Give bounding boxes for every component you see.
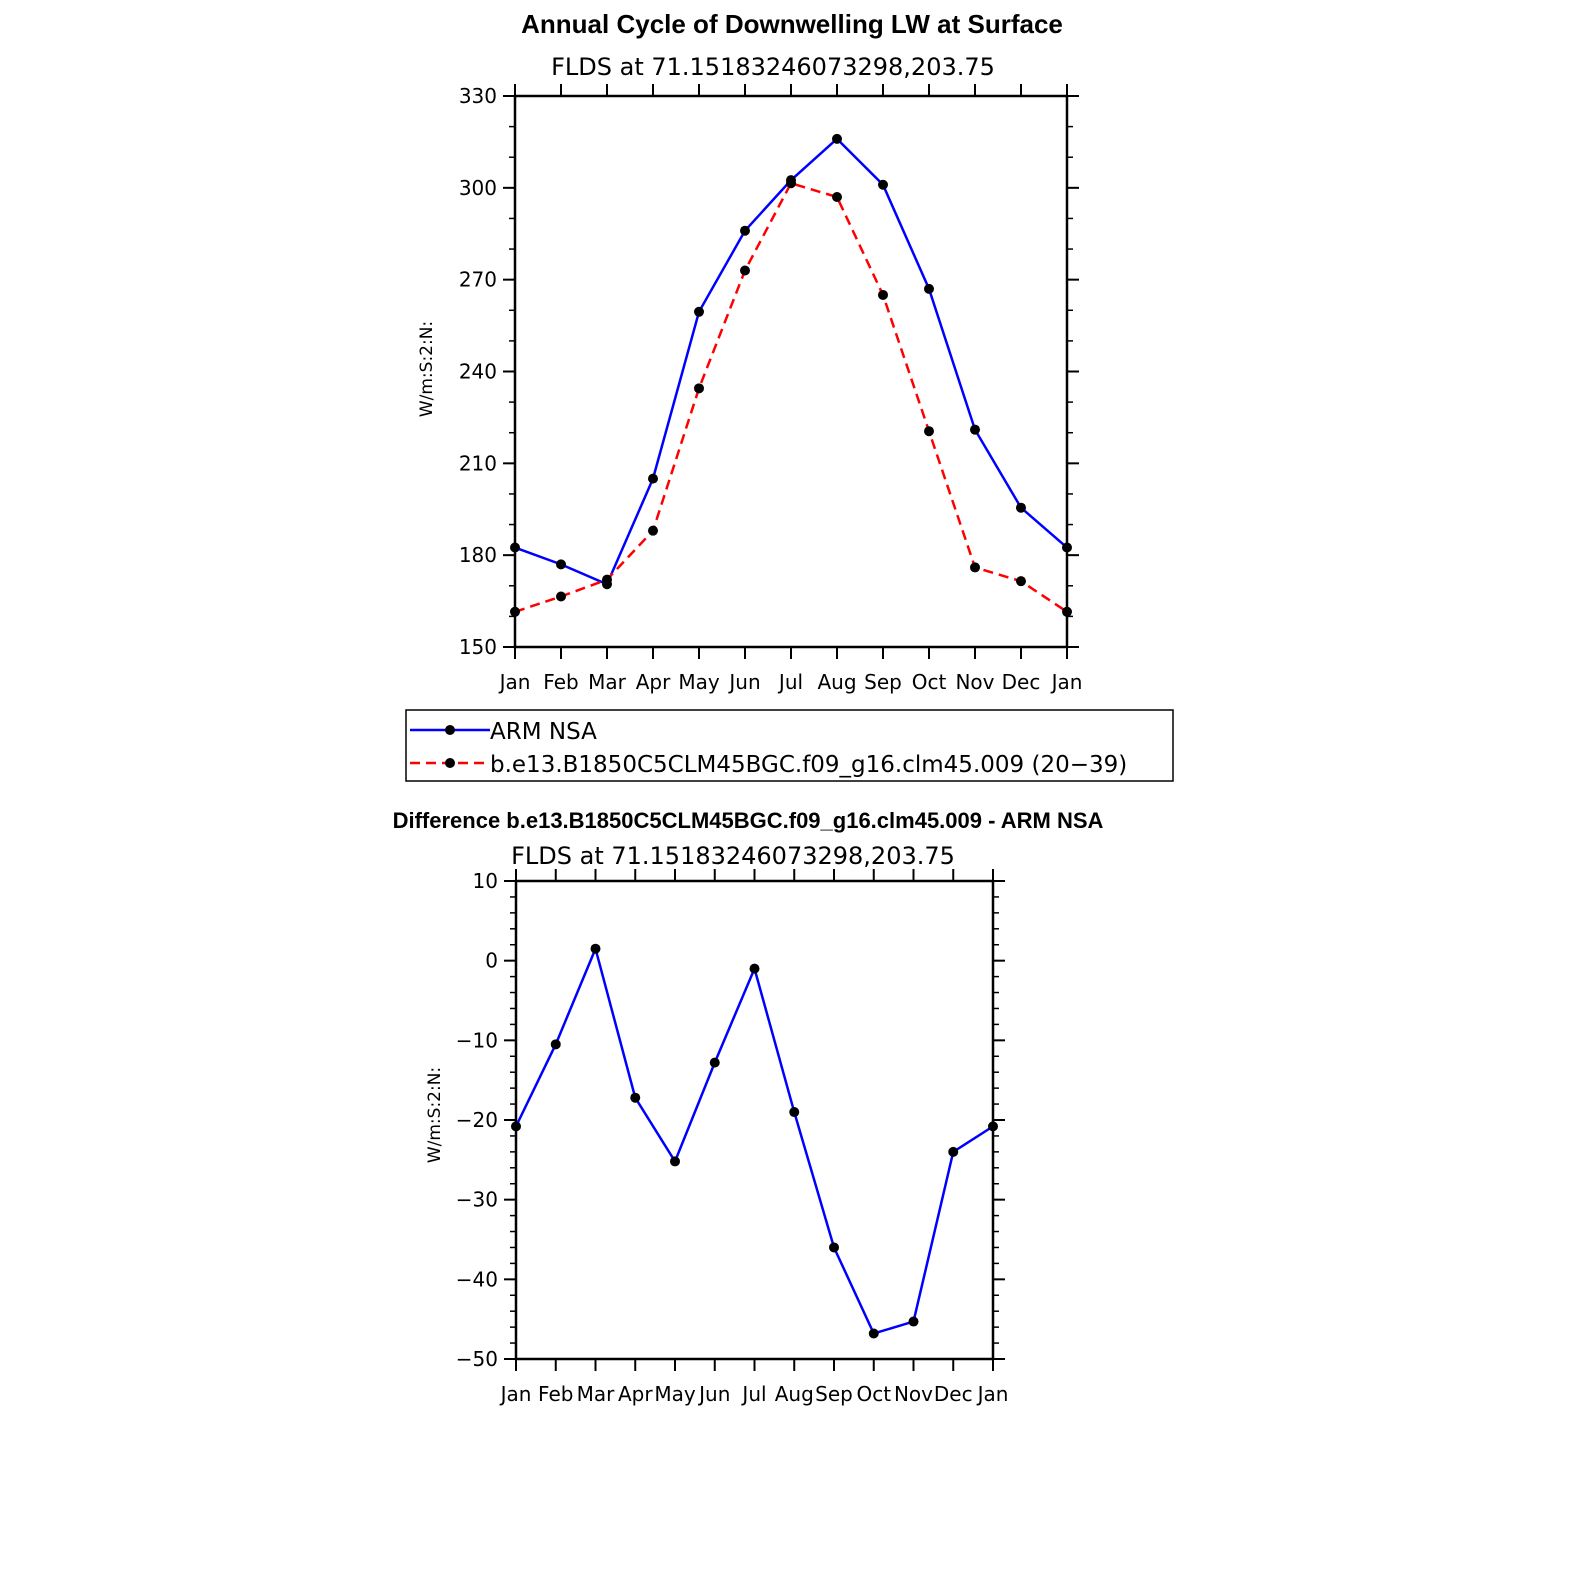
chart1-xtick-label: Nov [955, 670, 994, 694]
chart1-series-0-line [514, 137, 1068, 586]
chart1-series-1-point [878, 289, 888, 300]
chart2-xtick-label: Apr [618, 1382, 653, 1406]
chart1-xtick-label: Sep [864, 670, 902, 694]
chart1-series-1-point [694, 383, 704, 394]
chart1-series-1-point [648, 525, 658, 536]
chart1-series-0-point [740, 225, 750, 236]
chart1-ylabel: W/m:S:2:N: [417, 321, 437, 417]
chart2-ytick-label: −40 [456, 1267, 498, 1291]
chart1-series-1-point [556, 591, 566, 602]
chart2-xtick-label: Aug [775, 1382, 814, 1406]
chart1-series-1-point [786, 178, 796, 189]
chart2-ytick-label: −20 [456, 1108, 498, 1132]
chart1-ytick-label: 180 [459, 543, 497, 567]
chart1-xtick-label: Jul [777, 670, 803, 694]
chart2-series-0-point [908, 1316, 919, 1327]
chart1-ytick-label: 150 [459, 635, 497, 659]
chart2-xtick-label: Oct [856, 1382, 891, 1406]
chart2-xtick-label: Mar [577, 1382, 616, 1406]
chart2-series-0-line [514, 944, 994, 1336]
chart1-xtick-label: Jan [1050, 670, 1083, 694]
chart1-series-0-point [970, 424, 980, 435]
legend-box [405, 709, 1174, 782]
legend-obs-marker [445, 725, 455, 735]
chart2-series-0-point [511, 1121, 521, 1132]
chart2-series-0-point [590, 943, 601, 954]
chart2-series-0-point [988, 1121, 998, 1132]
legend-model-marker [445, 758, 455, 768]
chart1-series-0-point [556, 559, 566, 570]
chart2-xtick-label: Jun [697, 1382, 730, 1406]
chart1-legend: ARM NSA b.e13.B1850C5CLM45BGC.f09_g16.cl… [405, 709, 1174, 782]
chart1-series-1-point [510, 606, 520, 617]
chart1-series-0-point [1062, 542, 1072, 553]
chart1-xtick-label: May [678, 670, 720, 694]
chart2-xtick-label: May [654, 1382, 696, 1406]
chart1-series-0-point [648, 473, 658, 484]
chart2-xtick-label: Feb [538, 1382, 573, 1406]
chart2-xtick-label: Dec [934, 1382, 973, 1406]
chart1-xtick-label: Jun [727, 670, 760, 694]
chart1-ytick-label: 210 [459, 451, 497, 475]
chart2-xtick-label: Jul [740, 1382, 766, 1406]
chart1-subtitle: FLDS at 71.15183246073298,203.75 [551, 53, 995, 81]
chart2-ytick-label: −10 [456, 1028, 498, 1052]
chart1-xtick-label: Jan [498, 670, 531, 694]
chart2-ytick-label: 0 [485, 949, 498, 973]
chart1-series-1-line [514, 181, 1068, 613]
chart2-ytick-label: −50 [456, 1347, 498, 1371]
chart1-series-1-point [1016, 576, 1026, 587]
chart1-xtick-label: Aug [817, 670, 856, 694]
chart1-xtick-label: Mar [588, 670, 627, 694]
chart2-series-0-point [868, 1328, 879, 1339]
chart1-series-1-point [970, 562, 980, 573]
chart1-xtick-label: Oct [912, 670, 947, 694]
chart1-series-0-point [694, 306, 704, 317]
chart1-ytick-label: 330 [459, 84, 497, 108]
chart1-series-1-point [1062, 606, 1072, 617]
chart1-xtick-label: Feb [543, 670, 578, 694]
chart1-series-1-point [602, 574, 612, 585]
chart2-series-0-point [670, 1156, 680, 1167]
chart2-xtick-label: Jan [976, 1382, 1009, 1406]
chart2-title: Difference b.e13.B1850C5CLM45BGC.f09_g16… [393, 808, 1104, 833]
chart2-series-0-point [829, 1242, 839, 1253]
chart1-xtick-label: Apr [636, 670, 671, 694]
chart2-series-0-point [709, 1057, 720, 1068]
chart2-ytick-label: 10 [473, 869, 498, 893]
chart2-xtick-label: Sep [815, 1382, 853, 1406]
chart1-title: Annual Cycle of Downwelling LW at Surfac… [521, 9, 1063, 39]
legend-model-label: b.e13.B1850C5CLM45BGC.f09_g16.clm45.009 … [490, 752, 1127, 778]
chart1-series-0-point [924, 283, 934, 294]
chart2-series-0-point [948, 1146, 959, 1157]
chart1-xtick-label: Dec [1002, 670, 1041, 694]
chart1-series-0-point [878, 179, 888, 190]
chart2-series-0-point [749, 963, 760, 974]
chart1-series-1-point [924, 426, 934, 437]
chart1-series-0-point [832, 133, 842, 144]
chart2-series-0-point [789, 1107, 800, 1118]
chart2-xtick-label: Nov [894, 1382, 933, 1406]
chart1-series-1-point [740, 265, 750, 276]
chart1-ytick-label: 270 [459, 268, 497, 292]
chart1-series-1-point [832, 192, 842, 203]
chart2-series-0-point [550, 1039, 561, 1050]
chart2-xtick-label: Jan [499, 1382, 532, 1406]
chart2-ytick-label: −30 [456, 1188, 498, 1212]
legend-obs-label: ARM NSA [490, 719, 597, 745]
chart2-subtitle: FLDS at 71.15183246073298,203.75 [511, 842, 955, 870]
chart1-series-0-point [1016, 502, 1026, 513]
chart1-series-0-point [510, 542, 520, 553]
chart1-ytick-label: 240 [459, 360, 497, 384]
chart2-ylabel: W/m:S:2:N: [425, 1067, 445, 1163]
chart2-series-0-point [630, 1092, 641, 1103]
chart1-ytick-label: 300 [459, 176, 497, 200]
